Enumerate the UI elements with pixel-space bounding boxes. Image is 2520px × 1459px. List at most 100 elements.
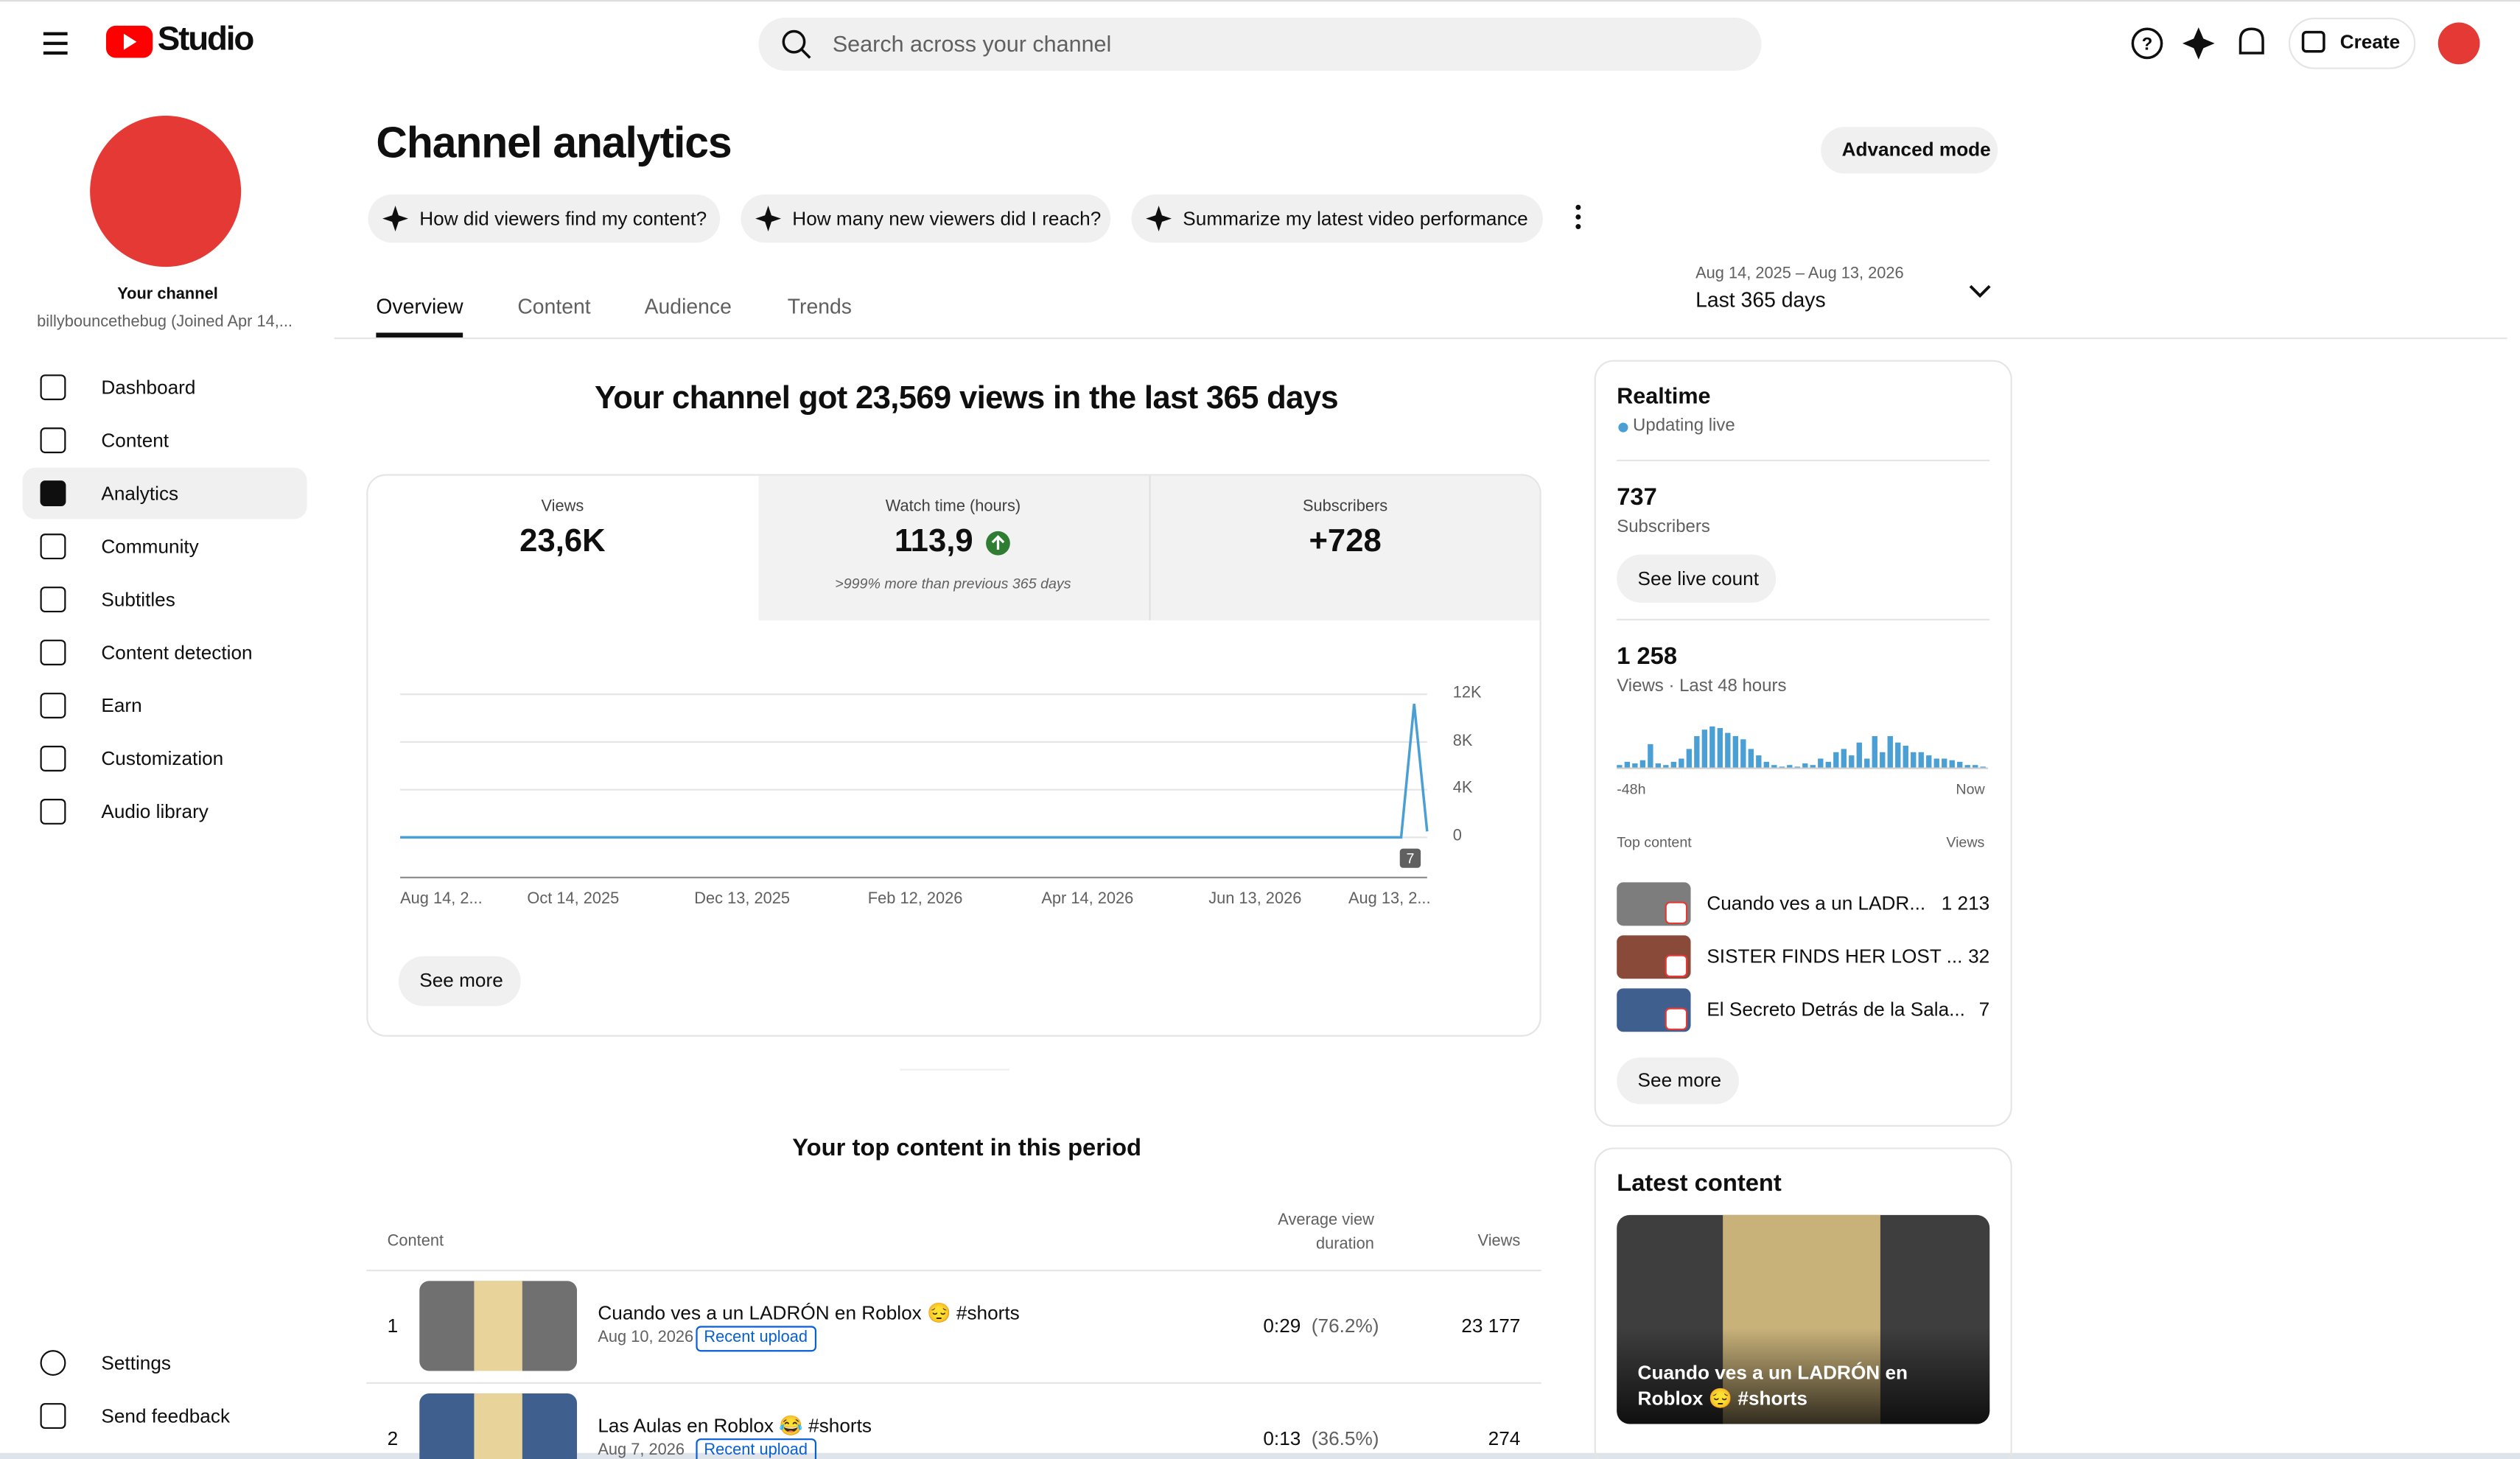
brand[interactable]: Studio — [157, 21, 255, 58]
create-label[interactable]: Create — [2339, 30, 2401, 53]
search-placeholder[interactable]: Search across your channel — [832, 30, 1112, 57]
metric-value[interactable]: 23,6K — [519, 524, 606, 560]
metric-label[interactable]: Watch time (hours) — [885, 498, 1021, 517]
metric-label[interactable]: Views — [541, 498, 584, 517]
search-box[interactable] — [758, 17, 1762, 71]
nav-icon[interactable] — [40, 1350, 66, 1376]
nav-item[interactable]: Dashboard — [101, 376, 196, 399]
realtime-bar — [1933, 758, 1939, 769]
nav-item[interactable]: Community — [101, 535, 199, 558]
section-divider — [900, 1068, 1009, 1071]
top-border — [0, 0, 2520, 2]
tab[interactable]: Audience — [644, 294, 732, 318]
nav-icon[interactable] — [40, 587, 66, 613]
realtime-bar — [1725, 732, 1731, 769]
item-title[interactable]: SISTER FINDS HER LOST ... — [1707, 945, 1963, 968]
realtime-bar — [1787, 765, 1793, 769]
nav-item[interactable]: Analytics — [101, 482, 179, 505]
nav-icon[interactable] — [40, 533, 66, 560]
realtime-bar — [1763, 761, 1769, 769]
realtime-bar — [1732, 735, 1739, 769]
nav-item[interactable]: Content — [101, 429, 169, 452]
tab[interactable]: Overview — [376, 294, 463, 318]
see-more-label[interactable]: See more — [419, 969, 503, 992]
nav-icon[interactable] — [40, 427, 66, 454]
nav-icon[interactable] — [40, 480, 66, 507]
tab-divider — [334, 337, 2507, 340]
video-title[interactable]: Las Aulas en Roblox 😂 #shorts — [598, 1414, 872, 1437]
realtime-bar — [1617, 765, 1623, 769]
chip[interactable] — [741, 194, 1111, 243]
see-more-button[interactable] — [1617, 1057, 1739, 1105]
realtime-bar — [1639, 760, 1646, 769]
nav-icon[interactable] — [40, 374, 66, 401]
x-tick-label: Jun 13, 2026 — [1208, 890, 1302, 909]
realtime-bar — [1833, 752, 1839, 769]
nav-item[interactable]: Customization — [101, 747, 224, 770]
menu-icon-bar[interactable] — [43, 41, 68, 46]
latest-title[interactable]: Cuando ves a un LADRÓN en Roblox 😔 #shor… — [1637, 1361, 1908, 1410]
column-header: Content — [387, 1232, 444, 1250]
nav-item[interactable]: Send feedback — [101, 1404, 231, 1427]
x-tick-label: Apr 14, 2026 — [1041, 890, 1134, 909]
nav-icon[interactable] — [40, 799, 66, 825]
nav-item[interactable]: Audio library — [101, 800, 209, 823]
spark-icon — [2182, 27, 2215, 60]
menu-icon-bar[interactable] — [43, 32, 68, 35]
live-count-button[interactable] — [1617, 554, 1777, 603]
account-avatar — [2437, 22, 2480, 65]
row-divider — [366, 1382, 1541, 1384]
chip-label[interactable]: How did viewers find my content? — [419, 207, 707, 230]
views-column-label: Views — [1946, 834, 1985, 850]
item-title[interactable]: Cuando ves a un LADR... — [1707, 892, 1926, 915]
advanced-label[interactable]: Advanced mode — [1841, 138, 1991, 161]
chip-label[interactable]: Summarize my latest video performance — [1183, 207, 1528, 230]
nav-active-bg[interactable] — [22, 467, 307, 519]
nav-item[interactable]: Earn — [101, 694, 142, 717]
chip[interactable] — [1131, 194, 1543, 243]
metric-value[interactable]: +728 — [1309, 524, 1382, 560]
more-dot — [1575, 204, 1581, 210]
see-more-button[interactable] — [398, 956, 521, 1007]
live-count-label[interactable]: See live count — [1637, 567, 1759, 590]
nav-icon[interactable] — [40, 1403, 66, 1430]
channel-avatar — [90, 116, 242, 267]
search-icon-handle — [801, 49, 811, 59]
page-title: Channel analytics — [376, 119, 732, 167]
nav-icon[interactable] — [40, 640, 66, 665]
chip[interactable] — [368, 194, 721, 243]
item-title[interactable]: El Secreto Detrás de la Sala... — [1707, 998, 1965, 1021]
nav-item[interactable]: Settings — [101, 1351, 171, 1374]
period[interactable]: Last 365 days — [1695, 287, 1826, 312]
nav-item[interactable]: Subtitles — [101, 588, 175, 611]
date-range[interactable]: Aug 14, 2025 – Aug 13, 2026 — [1695, 265, 1904, 283]
realtime-bar — [1670, 761, 1677, 769]
video-title[interactable]: Cuando ves a un LADRÓN en Roblox 😔 #shor… — [598, 1301, 1020, 1325]
help-icon — [2131, 27, 2163, 60]
create-button[interactable] — [2288, 17, 2416, 69]
rank: 2 — [387, 1427, 399, 1450]
metric-label[interactable]: Subscribers — [1303, 498, 1388, 517]
top-content-label: Top content — [1617, 834, 1692, 850]
badge: Recent upload — [696, 1438, 816, 1459]
tab[interactable]: Trends — [787, 294, 852, 318]
chip-spark — [755, 206, 782, 232]
tab-indicator — [376, 332, 463, 338]
upload-date: Aug 7, 2026 — [598, 1441, 685, 1459]
more-dot — [1575, 224, 1581, 230]
chip-label[interactable]: How many new viewers did I reach? — [792, 207, 1102, 230]
realtime-bar — [1709, 726, 1715, 769]
metric-value[interactable]: 113,9 — [894, 524, 973, 560]
nav-icon[interactable] — [40, 693, 66, 718]
realtime-bar — [1887, 735, 1893, 769]
nav-icon[interactable] — [40, 746, 66, 772]
badge: Recent upload — [696, 1326, 816, 1352]
realtime-bar — [1918, 752, 1924, 769]
advanced-button[interactable] — [1821, 127, 1998, 174]
menu-icon-bar[interactable] — [43, 51, 68, 55]
column-header: Views — [1477, 1232, 1521, 1250]
tab[interactable]: Content — [517, 294, 591, 318]
realtime-bar — [1717, 728, 1723, 769]
nav-item[interactable]: Content detection — [101, 641, 253, 664]
see-more-label[interactable]: See more — [1637, 1068, 1722, 1091]
